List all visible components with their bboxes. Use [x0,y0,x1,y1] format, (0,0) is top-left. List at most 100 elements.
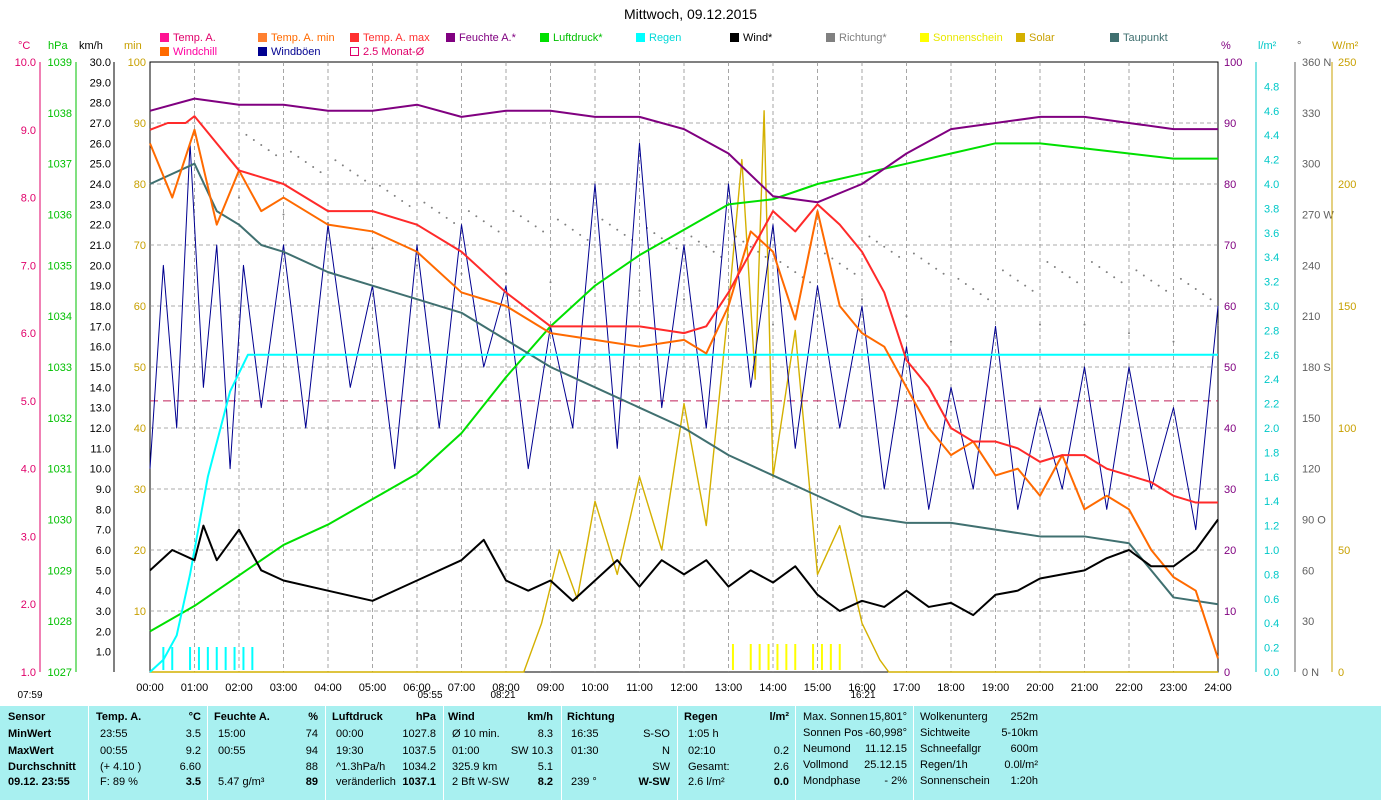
axis-tick-label-solar_wm2: 200 [1338,179,1356,191]
axis-tick-label-rain_lm2: 2.4 [1264,374,1279,386]
axis-tick-label-sun_min: 30 [134,484,146,496]
direction-point [950,340,952,343]
legend-rain[interactable]: Regen [636,32,681,44]
direction-point [482,220,485,223]
direction-point [275,154,278,157]
direction-point [453,221,456,224]
legend-solar[interactable]: Solar [1016,32,1055,44]
panel-sensor-row: MaxWert [8,745,54,757]
axis-tick-label-rain_lm2: 2.6 [1264,350,1279,362]
axis-tick-label-wind_kmh: 12.0 [90,423,111,435]
direction-point [883,245,886,248]
series-dewpoint [149,162,1219,606]
axis-tick-label-rain_lm2: 0.8 [1264,569,1279,581]
panel-wind-value: 5.1 [537,761,553,773]
unit-wm2: W/m² [1332,40,1359,52]
x-tick-label: 03:00 [270,682,298,694]
panel-rain-label: 2.6 l/m² [688,776,725,788]
axis-tick-label-wind_kmh: 14.0 [90,382,111,394]
legend-direction[interactable]: Richtung* [826,32,887,44]
direction-point [794,271,797,274]
legend-sunshine[interactable]: Sonnenschein [920,32,1003,44]
series-temp [149,115,1218,504]
axis-tick-label-pressure_hpa: 1031 [48,464,72,476]
direction-point [371,247,374,250]
direction-point [430,206,433,209]
panel-temp-value: 3.5 [185,728,201,740]
direction-point [905,315,908,318]
axis-tick-label-rain_lm2: 0.6 [1264,594,1279,606]
legend-dewpoint[interactable]: Taupunkt [1110,32,1168,44]
legend-2.5-month-avg[interactable]: 2.5 Monat-Ø [350,46,424,58]
x-tick-label: 21:00 [1071,682,1099,694]
legend-temp[interactable]: Temp. A. [160,32,216,44]
axis-tick-label-rain_lm2: 1.2 [1264,521,1279,533]
panel-humidity-label: 5.47 g/m³ [218,776,265,788]
panel-humidity-value: 94 [305,745,318,757]
axis-tick-label-pressure_hpa: 1037 [48,159,72,171]
x-tick-label: 11:00 [626,682,653,694]
moonset-time: 05:55 [417,690,442,701]
direction-point [1202,293,1205,296]
direction-point [289,150,292,153]
panel-wind-value: 8.2 [537,776,553,788]
panel-sensor-row: Durchschnitt [8,761,76,773]
legend-gusts[interactable]: Windböen [258,46,321,58]
direction-point [675,247,678,250]
panel-direction-label: 239 ° [571,776,597,788]
axis-tick-label-wind_kmh: 21.0 [90,240,111,252]
axis-tick-label-rain_lm2: 1.0 [1264,545,1279,557]
axis-tick-label-rain_lm2: 1.8 [1264,447,1279,459]
axis-tick-label-solar_wm2: 150 [1338,301,1356,313]
direction-point [1135,269,1138,272]
axis-tick-label-temp_c: 8.0 [21,193,36,205]
direction-point [1083,323,1086,326]
panel-sun-value: 25.12.15 [864,759,907,771]
direction-point [445,216,448,219]
x-tick-label: 07:00 [448,682,476,694]
direction-point [838,262,841,265]
legend-windchill[interactable]: Windchill [160,46,217,58]
direction-point [297,155,300,158]
legend-humidity[interactable]: Feuchte A.* [446,32,516,44]
direction-point [1098,266,1101,269]
direction-point [1157,284,1160,287]
axis-tick-label-wind_kmh: 13.0 [90,403,111,415]
panel-temp-label: F: 89 % [100,776,138,788]
direction-point [556,218,559,221]
direction-point [912,252,915,255]
axis-tick-label-pressure_hpa: 1035 [48,260,72,272]
axis-tick-label-rain_lm2: 3.6 [1264,228,1279,240]
panel-humidity: Feuchte A. [214,711,270,723]
panel-sun-label: Vollmond [803,759,849,771]
x-tick-label: 16:00 [848,682,876,694]
direction-point [1061,271,1064,274]
legend-pressure[interactable]: Luftdruck* [540,32,603,44]
direction-point [534,225,537,228]
direction-point [1105,271,1108,274]
panel-direction-value: N [662,745,670,757]
direction-point [1142,274,1145,277]
axis-tick-label-sun_min: 50 [134,362,146,374]
direction-point [341,164,344,167]
panel-misc-value: 1:20h [1010,775,1038,787]
legend-temp-max[interactable]: Temp. A. max [350,32,430,44]
panel-temp-unit: °C [188,711,201,723]
direction-point [386,189,389,192]
direction-point [831,257,834,260]
x-tick-label: 09:00 [537,682,565,694]
direction-point [653,232,656,235]
legend-wind[interactable]: Wind* [730,32,772,44]
direction-point [579,233,582,236]
panel-pressure-value: 1034.2 [402,761,436,773]
axis-tick-label-rain_lm2: 4.2 [1264,155,1279,167]
panel-humidity-label: 00:55 [218,745,246,757]
direction-point [1024,284,1027,287]
legend-temp-min[interactable]: Temp. A. min [258,32,335,44]
direction-point [260,144,263,147]
axis-tick-label-sun_min: 90 [134,118,146,130]
direction-point [668,242,671,245]
direction-point [957,277,960,280]
direction-point [823,252,826,255]
direction-point [1209,298,1212,301]
